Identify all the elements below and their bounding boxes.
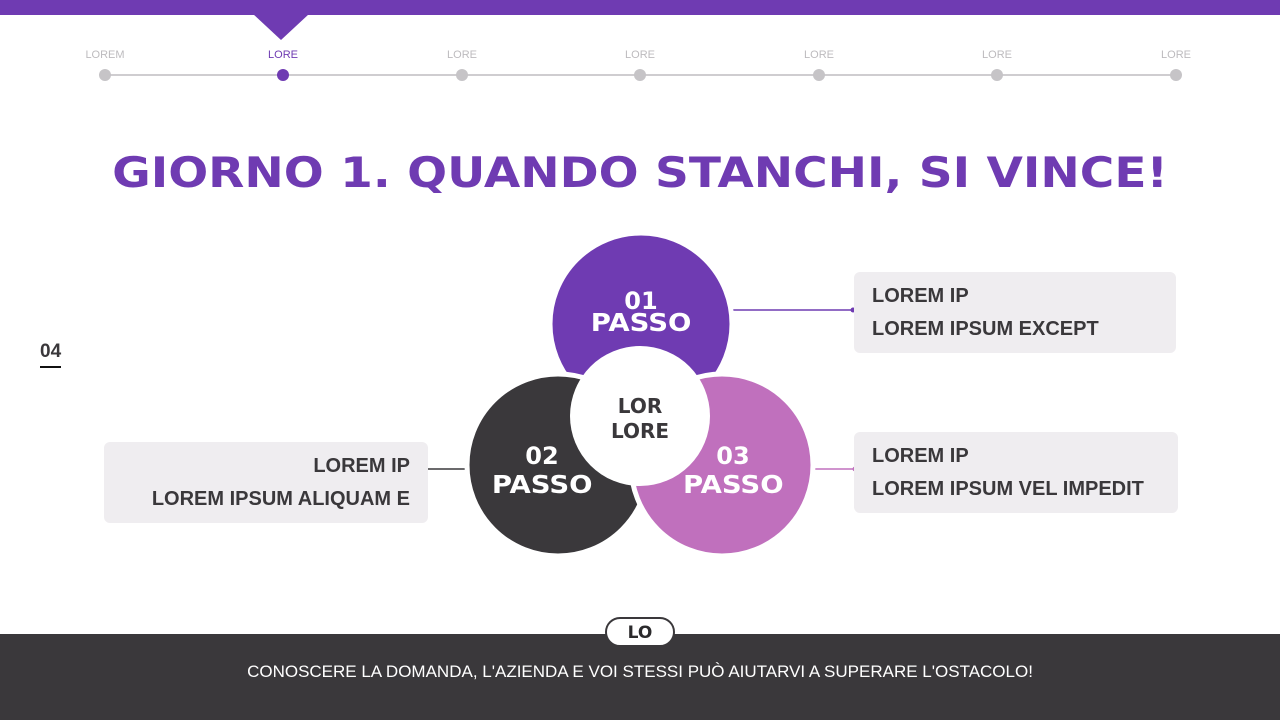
top-bar [0, 0, 1280, 15]
nav-step-label: LORE [1161, 49, 1191, 61]
nav-step-label: LORE [268, 49, 298, 61]
step-3-line-2: LOREM IPSUM VEL IMPEDIT [872, 478, 1144, 500]
center-line-2: LORE [611, 419, 669, 443]
footer-badge: LO [605, 617, 675, 647]
nav-step-dot[interactable] [813, 69, 825, 81]
nav-step-6[interactable]: LORE [947, 49, 1047, 81]
step-1-line-1: LOREM IP [872, 285, 969, 307]
footer-text: CONOSCERE LA DOMANDA, L'AZIENDA E VOI ST… [247, 662, 1033, 681]
nav-step-3[interactable]: LORE [412, 49, 512, 81]
nav-step-4[interactable]: LORE [590, 49, 690, 81]
step-2-line-1: LOREM IP [313, 455, 410, 477]
page-title: GIORNO 1. QUANDO STANCHI, SI VINCE! [112, 148, 1168, 197]
step-2-description: LOREM IP LOREM IPSUM ALIQUAM E [104, 442, 428, 523]
center-line-1: LOR [618, 394, 662, 418]
nav-step-dot[interactable] [99, 69, 111, 81]
nav-step-label: LOREM [85, 49, 125, 61]
nav-step-label: LORE [625, 49, 655, 61]
nav-step-dot[interactable] [634, 69, 646, 81]
step-3-number: 03 [716, 442, 749, 470]
nav-step-label: LORE [804, 49, 834, 61]
nav-step-5[interactable]: LORE [769, 49, 869, 81]
step-2-line-2: LOREM IPSUM ALIQUAM E [151, 488, 410, 510]
step-3-label: PASSO [683, 471, 784, 500]
page-number: 04 [40, 341, 62, 368]
center-circle [570, 346, 710, 486]
nav-step-dot[interactable] [456, 69, 468, 81]
nav-step-1[interactable]: LOREM [55, 49, 155, 81]
step-1-number: 01 [624, 287, 657, 315]
step-3-description: LOREM IP LOREM IPSUM VEL IMPEDIT [854, 432, 1178, 513]
nav-step-label: LORE [447, 49, 477, 61]
nav-step-dot[interactable] [1170, 69, 1182, 81]
active-indicator [253, 14, 309, 40]
step-2-number: 02 [525, 442, 558, 470]
nav-step-label: LORE [982, 49, 1012, 61]
step-2-label: PASSO [492, 471, 593, 500]
nav-step-2[interactable]: LORE [233, 49, 333, 81]
step-1-label: PASSO [591, 309, 692, 338]
footer-bar [0, 634, 1280, 720]
nav-step-dot[interactable] [277, 69, 289, 81]
step-1-line-2: LOREM IPSUM EXCEPT [872, 318, 1099, 340]
step-3-line-1: LOREM IP [872, 445, 969, 467]
nav-step-7[interactable]: LORE [1126, 49, 1226, 81]
nav-step-dot[interactable] [991, 69, 1003, 81]
step-1-description: LOREM IP LOREM IPSUM EXCEPT [854, 272, 1176, 353]
